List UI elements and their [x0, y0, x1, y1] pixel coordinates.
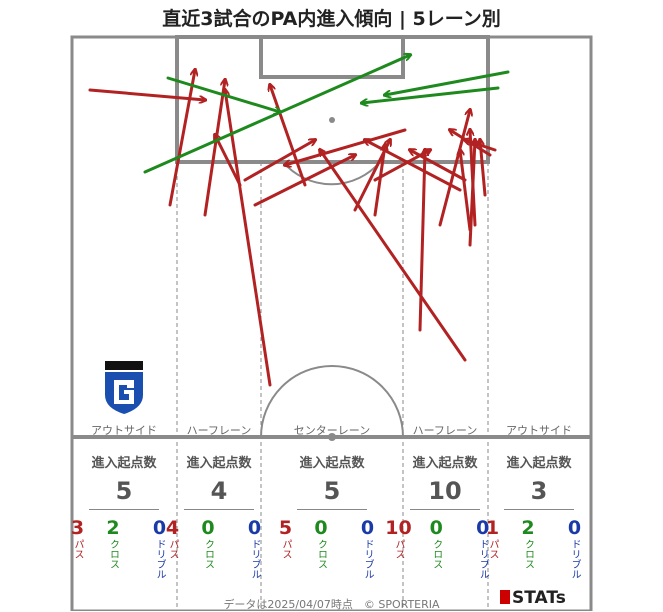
dribble-count: 0: [476, 517, 490, 539]
stat-total: 5: [115, 477, 133, 505]
pass-arrow: [320, 150, 467, 362]
pass-arrow: [365, 140, 462, 192]
pass-count: 5: [278, 517, 293, 539]
lane-label-halfspace-right: ハーフレーン: [412, 424, 478, 437]
pass-arrow: [373, 145, 385, 217]
stat-divider: [297, 509, 367, 510]
dribble-count: 0: [567, 517, 582, 539]
lane-stats-outside-left: 進入起点数 5 3 パス 2 クロス 0 ドリブル: [70, 452, 174, 579]
lane-label-center: センターレーン: [293, 424, 371, 437]
stat-heading: 進入起点数: [506, 456, 572, 471]
cross-arrow: [362, 86, 500, 103]
pass-arrow: [88, 88, 205, 100]
lane-label-outside-right: アウトサイド: [506, 424, 572, 437]
lane-label-halfspace-left: ハーフレーン: [186, 424, 252, 437]
pass-arrow: [480, 140, 487, 197]
pass-arrow: [285, 128, 407, 165]
stat-total: 3: [530, 477, 548, 505]
pass-arrow: [460, 150, 472, 232]
cross-caption: クロス: [107, 539, 119, 569]
dribble-caption: ドリブル: [154, 539, 165, 579]
pass-caption: パス: [280, 539, 291, 559]
pass-count: 10: [385, 517, 412, 539]
stat-divider: [410, 509, 480, 510]
brand-text: STATs: [512, 588, 566, 608]
pass-arrow: [470, 130, 477, 227]
pass-arrow: [243, 140, 315, 182]
stat-divider: [504, 509, 574, 510]
footer-note: データは2025/04/07時点 © SPORTERIA: [223, 598, 440, 611]
pass-arrow: [465, 140, 497, 152]
pass-arrow: [270, 85, 307, 187]
dribble-count: 0: [360, 517, 375, 539]
pass-arrow: [215, 135, 242, 187]
penalty-spot: [329, 117, 335, 123]
pass-arrow: [203, 80, 225, 217]
dribble-count: 0: [152, 517, 167, 539]
pass-count: 4: [165, 517, 180, 539]
cross-arrow: [385, 70, 510, 95]
pass-caption: パス: [393, 539, 404, 559]
stat-heading: 進入起点数: [186, 456, 252, 471]
stat-divider: [89, 509, 159, 510]
team-crest-icon: [105, 361, 143, 414]
cross-count: 0: [429, 517, 443, 539]
lane-stats-halfspace-right: 進入起点数 10 10 パス 0 クロス 0 ドリブル: [385, 452, 495, 579]
pass-caption: パス: [167, 539, 178, 559]
entry-arrows: [88, 55, 510, 387]
cross-caption: クロス: [315, 539, 327, 569]
lane-label-outside-left: アウトサイド: [91, 424, 157, 437]
pass-arrow: [253, 155, 355, 207]
pass-caption: パス: [72, 539, 83, 559]
dribble-caption: ドリブル: [477, 539, 489, 579]
lane-stats-center: 進入起点数 5 5 パス 0 クロス 0 ドリブル: [278, 452, 382, 579]
pass-arrow: [373, 150, 430, 182]
centre-spot: [328, 433, 336, 441]
cross-arrow: [166, 76, 280, 112]
cross-caption: クロス: [202, 539, 214, 569]
cross-caption: クロス: [430, 539, 442, 569]
pass-count: 1: [485, 517, 500, 539]
stat-heading: 進入起点数: [91, 456, 157, 471]
pass-count: 3: [70, 517, 85, 539]
cross-count: 0: [201, 517, 215, 539]
pass-arrow: [418, 150, 425, 332]
stat-total: 5: [323, 477, 341, 505]
stat-total: 4: [210, 477, 228, 505]
brand-mark-icon: [500, 590, 510, 604]
pass-arrow: [168, 70, 195, 207]
dribble-caption: ドリブル: [569, 539, 580, 579]
chart-title: 直近3試合のPA内進入傾向 | 5レーン別: [162, 8, 501, 30]
stat-heading: 進入起点数: [299, 456, 365, 471]
dribble-caption: ドリブル: [362, 539, 373, 579]
cross-arrow: [143, 55, 410, 174]
cross-count: 2: [521, 517, 535, 539]
dribble-count: 0: [247, 517, 262, 539]
stat-total: 10: [428, 477, 462, 505]
pass-arrow: [438, 110, 470, 227]
cross-count: 0: [314, 517, 328, 539]
stat-divider: [184, 509, 254, 510]
lane-stats-outside-right: 進入起点数 3 1 パス 2 クロス 0 ドリブル: [485, 452, 589, 579]
cross-caption: クロス: [522, 539, 534, 569]
cross-count: 2: [106, 517, 120, 539]
dribble-caption: ドリブル: [249, 539, 260, 579]
stat-heading: 進入起点数: [412, 456, 478, 471]
brand-logo: STATs: [500, 588, 566, 608]
pass-caption: パス: [487, 539, 498, 559]
lane-stats-halfspace-left: 進入起点数 4 4 パス 0 クロス 0 ドリブル: [165, 452, 269, 579]
pass-arrow: [225, 90, 272, 387]
